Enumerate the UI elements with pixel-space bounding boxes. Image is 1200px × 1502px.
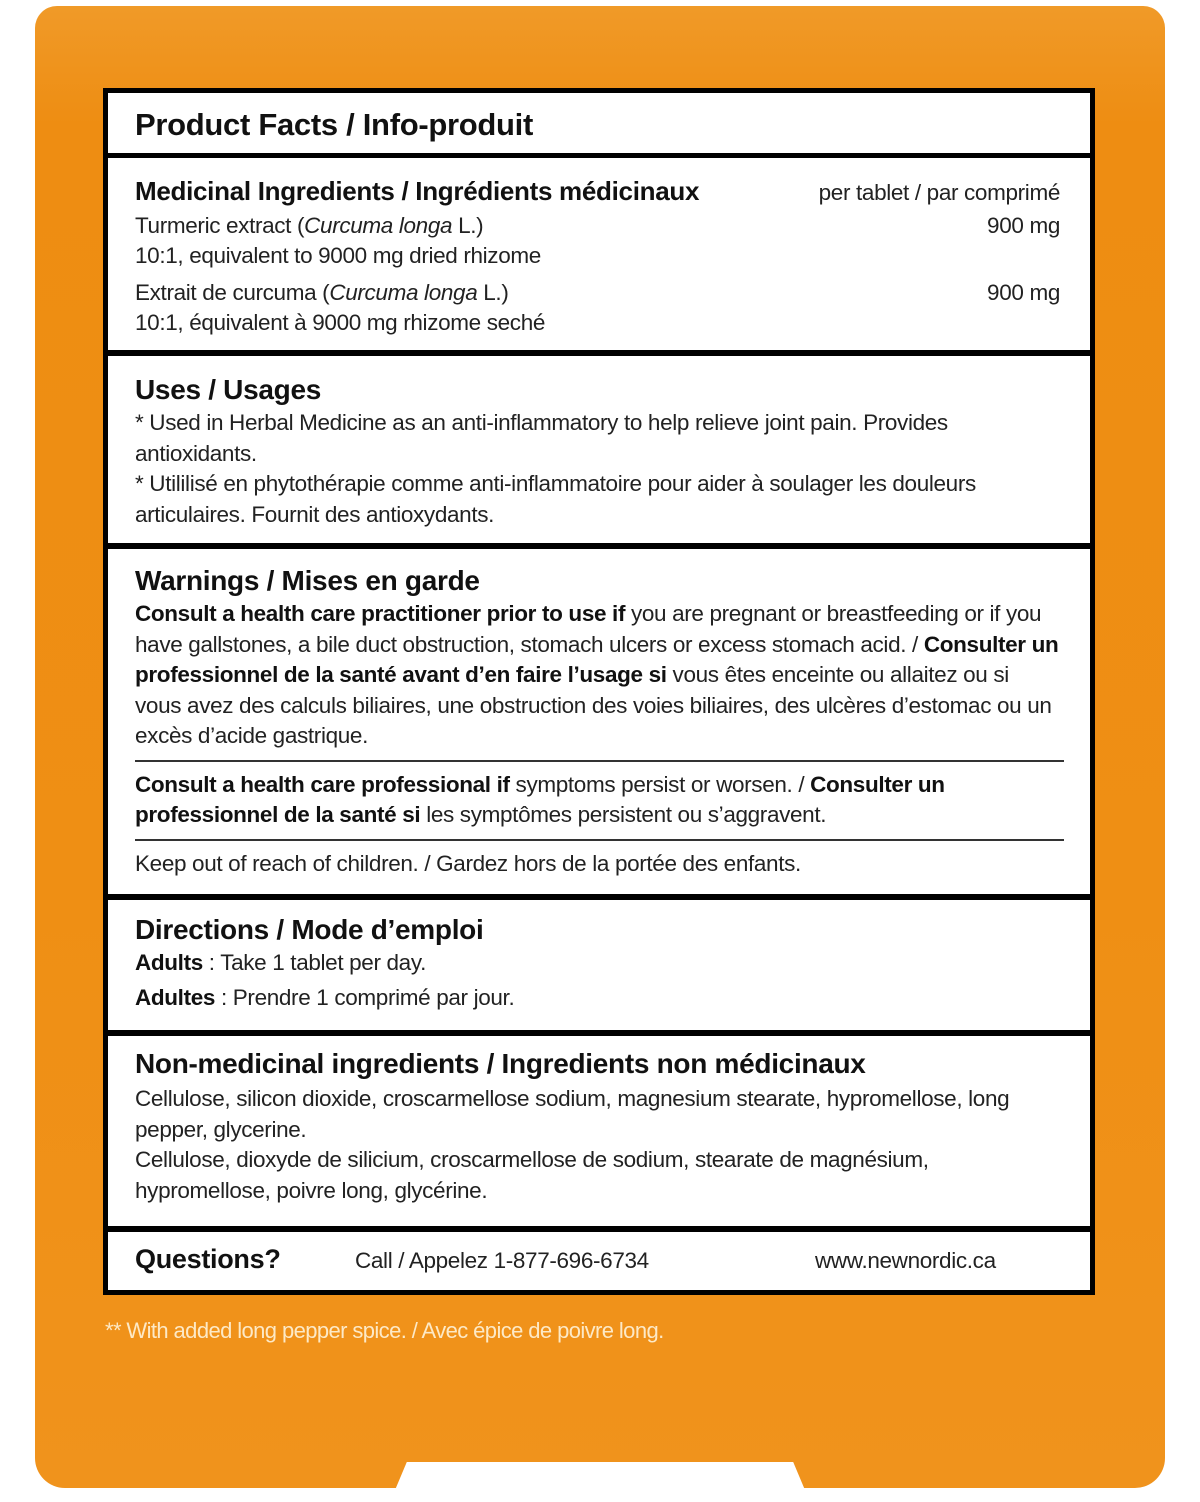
- ingredient-name-fr: Extrait de curcuma (Curcuma longa L.): [135, 279, 509, 305]
- website-link[interactable]: www.newnordic.ca: [815, 1248, 996, 1273]
- page-title: Product Facts / Info-produit: [135, 107, 534, 142]
- per-tablet-label: per tablet / par comprimé: [818, 180, 1061, 205]
- non-medicinal-fr: Cellulose, dioxyde de silicium, croscarm…: [135, 1147, 929, 1203]
- ingredient-name-en: Turmeric extract (Curcuma longa L.): [135, 212, 484, 238]
- ingredient-detail-en: 10:1, equivalent to 9000 mg dried rhizom…: [135, 243, 541, 268]
- directions-section: Directions / Mode d’emploi Adults : Take…: [108, 900, 1090, 1030]
- phone-number[interactable]: Call / Appelez 1-877-696-6734: [355, 1248, 649, 1273]
- questions-section: Questions? Call / Appelez 1-877-696-6734…: [108, 1232, 1090, 1290]
- warning-pregnancy: Consult a health care practitioner prior…: [135, 601, 1059, 748]
- warnings-section: Warnings / Mises en garde Consult a heal…: [108, 549, 1090, 894]
- ingredient-amount-fr: 900 mg: [987, 279, 1060, 305]
- divider: [135, 838, 1064, 841]
- uses-heading: Uses / Usages: [135, 374, 321, 405]
- package-notch: [390, 1462, 810, 1502]
- uses-fr: * Utililisé en phytothérapie comme anti-…: [135, 471, 976, 527]
- directions-heading: Directions / Mode d’emploi: [135, 914, 484, 945]
- medicinal-heading: Medicinal Ingredients / Ingrédients médi…: [135, 176, 700, 206]
- non-medicinal-heading: Non-medicinal ingredients / Ingredients …: [135, 1048, 866, 1079]
- directions-fr: Adultes : Prendre 1 comprimé par jour.: [135, 984, 515, 1010]
- product-facts-panel: Product Facts / Info-produit Medicinal I…: [103, 88, 1095, 1295]
- non-medicinal-section: Non-medicinal ingredients / Ingredients …: [108, 1036, 1090, 1226]
- title-section: Product Facts / Info-produit: [108, 93, 1090, 153]
- warnings-heading: Warnings / Mises en garde: [135, 565, 480, 596]
- directions-en: Adults : Take 1 tablet per day.: [135, 950, 426, 975]
- footnote: ** With added long pepper spice. / Avec …: [105, 1318, 664, 1343]
- medicinal-section: Medicinal Ingredients / Ingrédients médi…: [108, 158, 1090, 350]
- warning-children: Keep out of reach of children. / Gardez …: [135, 850, 801, 876]
- ingredient-amount-en: 900 mg: [987, 212, 1060, 238]
- uses-section: Uses / Usages * Used in Herbal Medicine …: [108, 356, 1090, 543]
- warning-symptoms: Consult a health care professional if sy…: [135, 771, 945, 828]
- uses-en: * Used in Herbal Medicine as an anti-inf…: [135, 410, 948, 466]
- questions-label: Questions?: [135, 1244, 281, 1274]
- divider: [135, 759, 1064, 762]
- non-medicinal-en: Cellulose, silicon dioxide, croscarmello…: [135, 1086, 1010, 1142]
- ingredient-detail-fr: 10:1, équivalent à 9000 mg rhizome seché: [135, 310, 546, 335]
